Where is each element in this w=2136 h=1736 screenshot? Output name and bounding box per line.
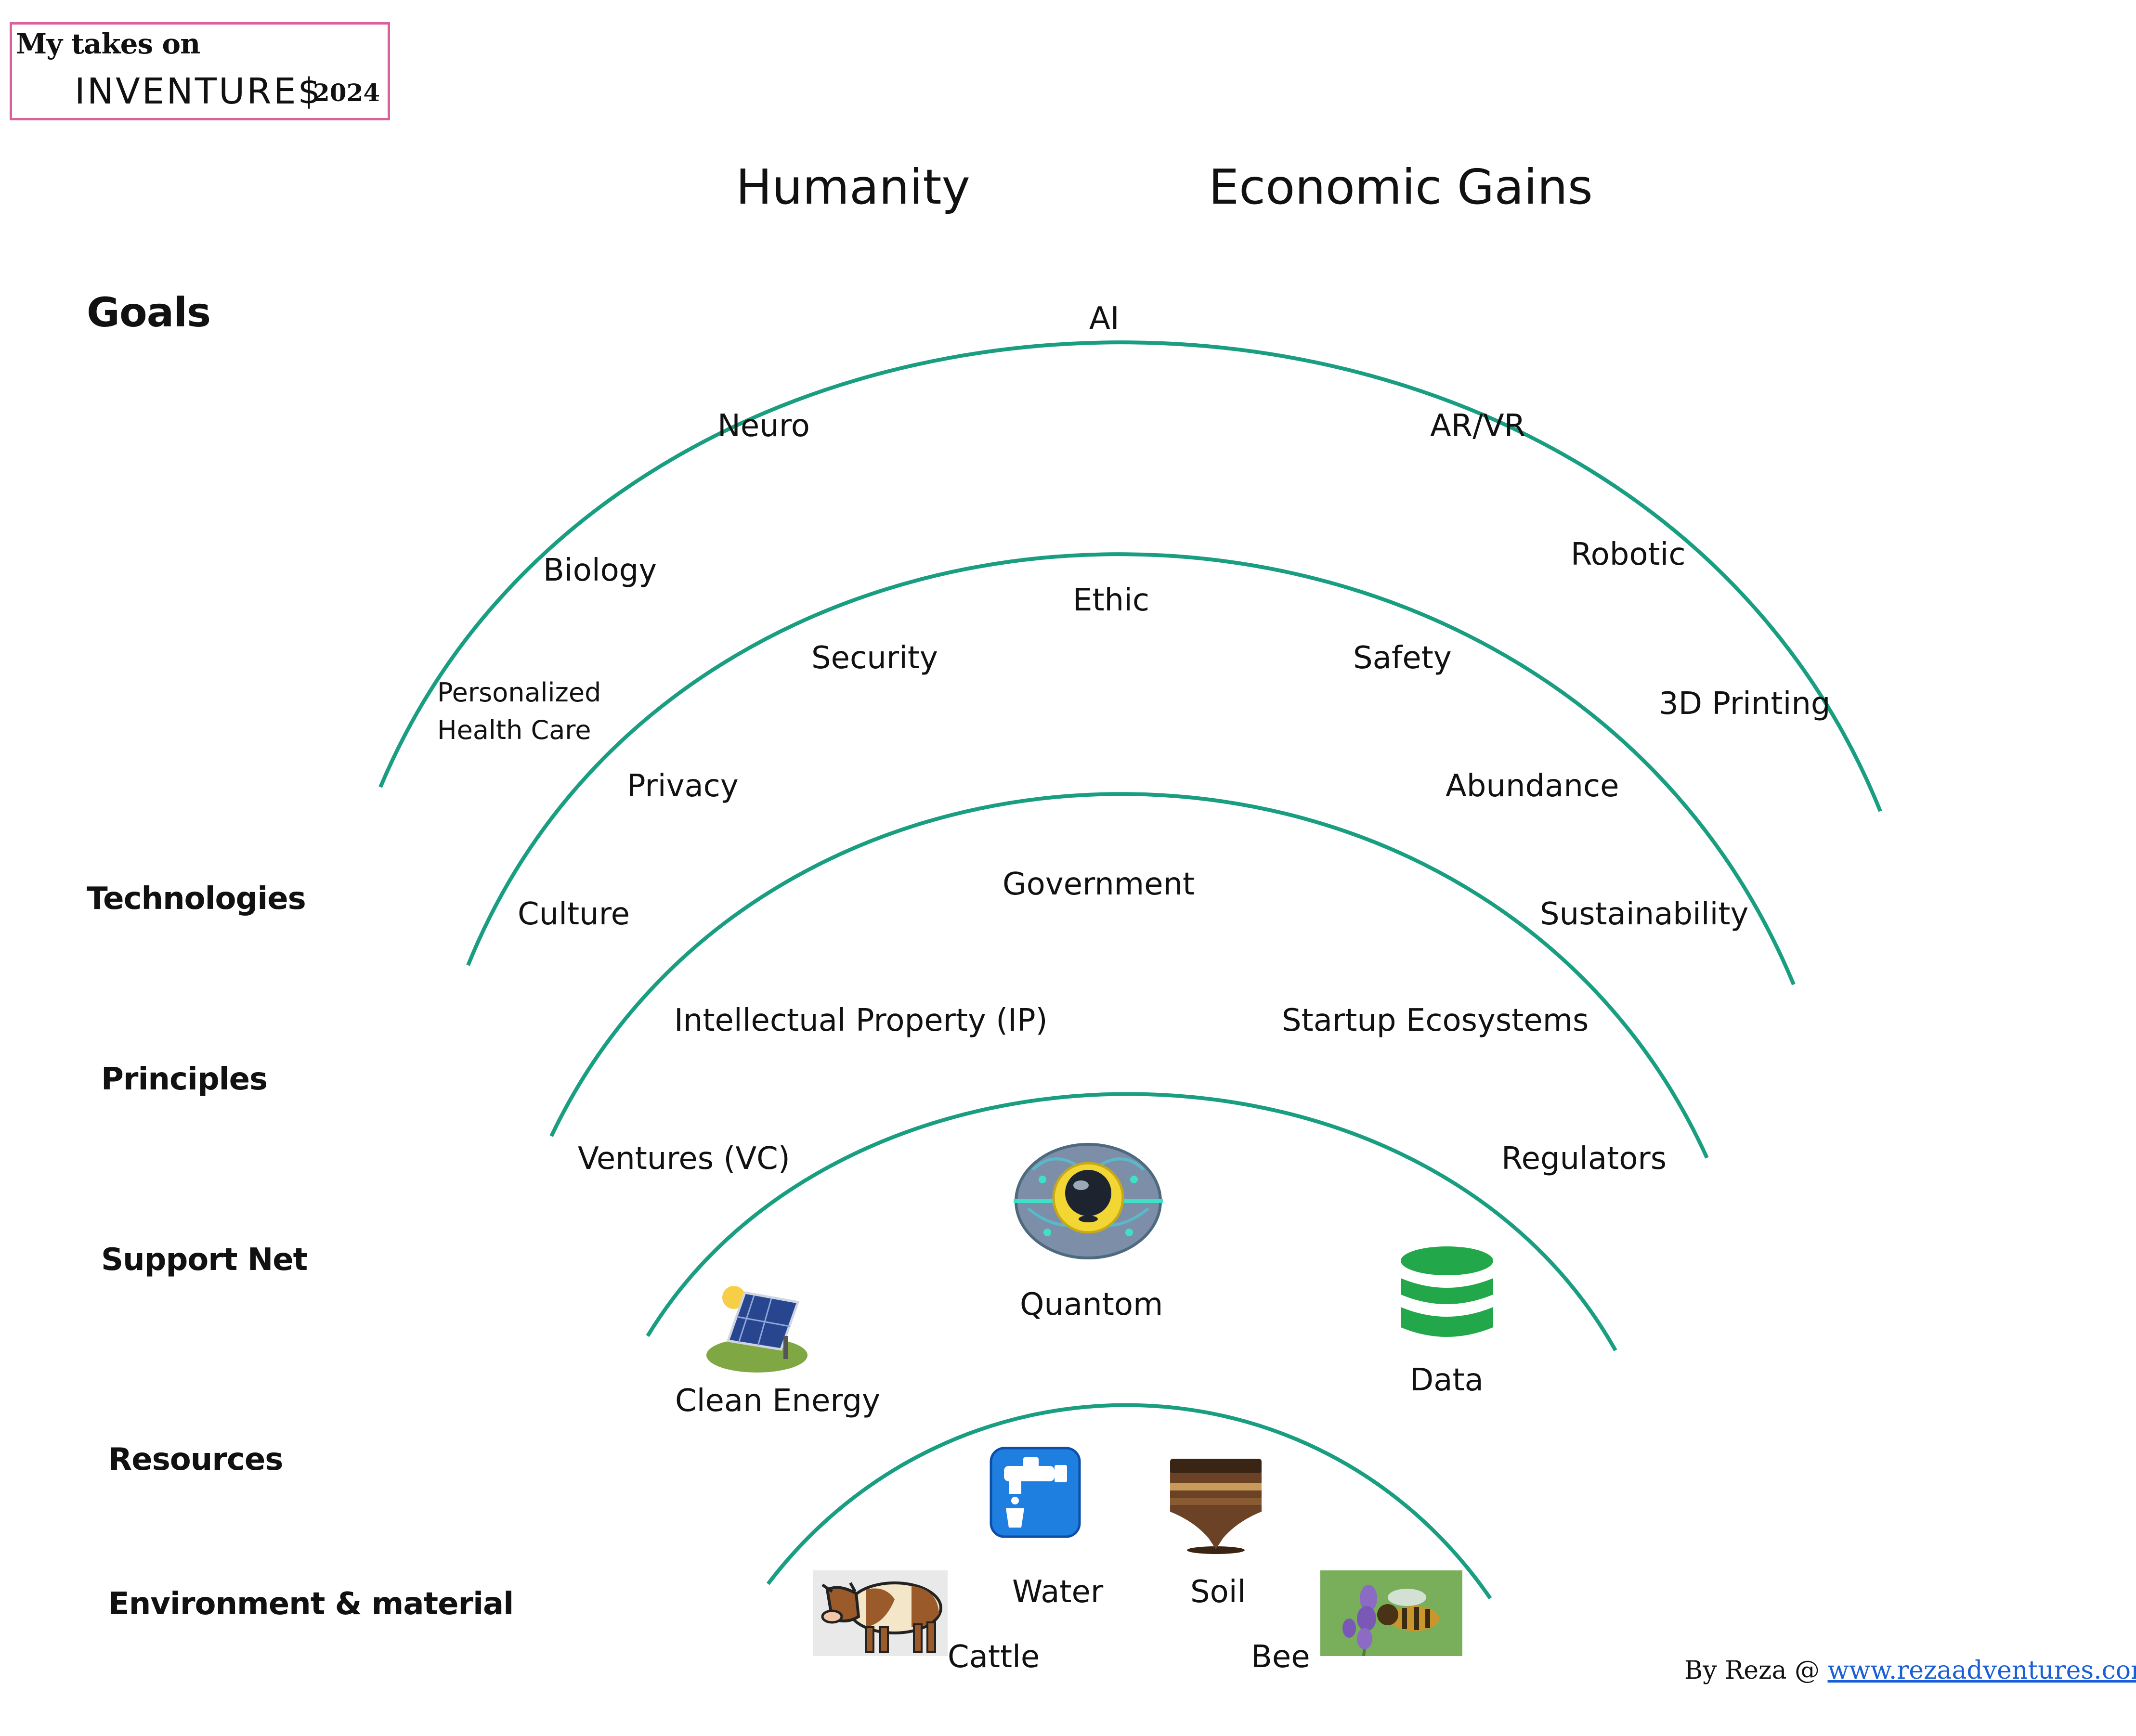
resource-quantum: Quantom [1020,1287,1163,1322]
arc-support-net [646,1092,1617,1351]
bee-on-lavender-icon [1320,1570,1462,1658]
support-government: Government [1003,867,1195,902]
cow-icon [813,1570,948,1658]
header-prefix: My takes on [16,27,200,60]
arc-principles [549,792,1709,1159]
arc-goals [378,340,1882,812]
tech-arvr: AR/VR [1430,408,1526,444]
tech-health-line1: Personalized [437,677,601,708]
support-ip: Intellectual Property (IP) [674,1003,1048,1038]
footer-link[interactable]: www.rezaadventures.com/ [1827,1656,2136,1685]
tech-neuro: Neuro [717,408,810,444]
header-box: My takes on INVENTURE$ 2024 [10,22,390,120]
principle-safety: Safety [1353,640,1452,676]
tech-biology: Biology [543,553,657,588]
principle-abundance: Abundance [1446,768,1619,804]
footer-credit: By Reza @ www.rezaadventures.com/ [1684,1656,2136,1685]
env-cattle: Cattle [948,1639,1040,1675]
top-label-economic-gains: Economic Gains [1209,159,1593,215]
layer-label-principles: Principles [101,1062,268,1097]
solar-panel-icon [704,1283,810,1377]
brand-logo: INVENTURE$ [75,71,323,112]
layer-label-goals: Goals [87,289,211,336]
tech-ai: AI [1089,301,1120,337]
top-label-humanity: Humanity [736,159,970,215]
tech-robotic: Robotic [1571,537,1686,572]
tech-health-line2: Health Care [437,715,591,745]
layer-label-environment: Environment & material [108,1586,514,1622]
principle-privacy: Privacy [627,768,739,804]
layer-label-support-net: Support Net [101,1242,308,1278]
principle-security: Security [811,640,938,676]
arc-resources [766,1403,1492,1600]
database-icon [1399,1244,1495,1348]
env-water: Water [1012,1574,1104,1610]
tech-3d-printing: 3D Printing [1659,686,1831,722]
principle-sustainability: Sustainability [1540,896,1749,932]
arc-technologies [466,552,1796,985]
resource-data: Data [1410,1362,1484,1398]
principle-culture: Culture [518,896,630,932]
support-startup-ecosystems: Startup Ecosystems [1282,1003,1589,1038]
env-bee: Bee [1251,1639,1310,1675]
layer-label-resources: Resources [108,1442,283,1477]
resource-clean-energy: Clean Energy [675,1383,881,1419]
support-ventures: Ventures (VC) [578,1141,790,1177]
water-tap-icon [990,1447,1081,1541]
footer-by: By Reza @ [1684,1656,1820,1685]
header-year: 2024 [313,78,380,107]
soil-icon [1165,1454,1266,1557]
support-regulators: Regulators [1501,1141,1667,1177]
tech-personalized-health-care: Personalized Health Care [437,674,601,749]
env-soil: Soil [1190,1574,1246,1610]
principle-ethic: Ethic [1073,583,1150,618]
layer-label-technologies: Technologies [87,881,306,917]
quantum-brain-icon [1014,1141,1163,1264]
